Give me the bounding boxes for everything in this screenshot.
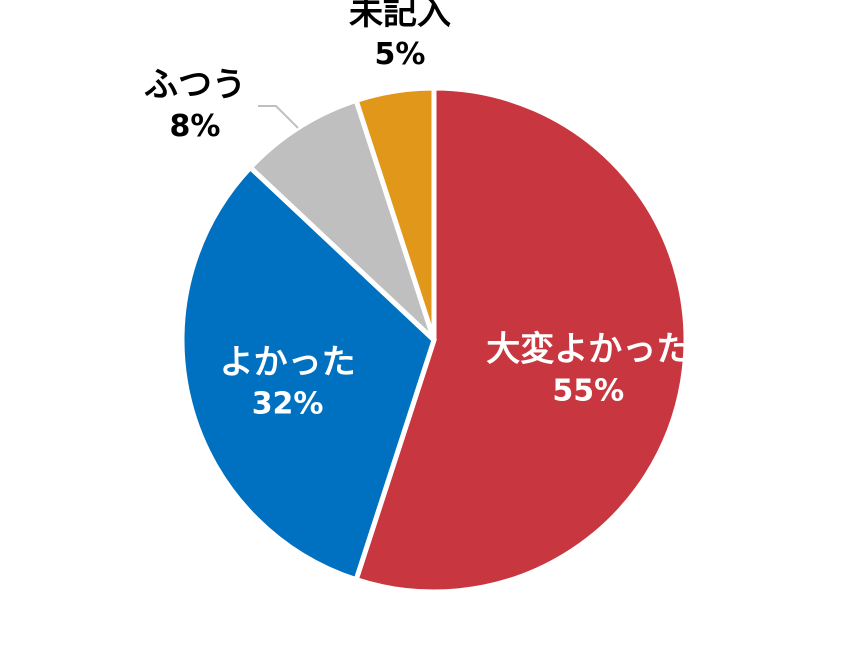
slice-label-4: 未記入	[349, 0, 451, 33]
slice-value-2: 32%	[252, 387, 324, 422]
leader-lines	[258, 105, 299, 129]
leader-line-3	[258, 105, 299, 129]
pie-slice-4	[352, 85, 437, 341]
slice-label-3: ふつう	[144, 65, 246, 105]
slice-value-1: 55%	[552, 373, 624, 408]
slice-value-3: 8%	[170, 109, 221, 144]
slice-label-2: よかった	[220, 343, 356, 383]
slice-label-1: 大変よかった	[486, 329, 690, 369]
pie-slice-3	[246, 97, 437, 342]
pie-slice-1	[352, 85, 689, 595]
pie-slices	[179, 85, 689, 595]
pie-slice-2	[179, 163, 437, 583]
slice-value-4: 5%	[375, 37, 426, 72]
slice-labels: 大変よかった 55% よかった 32% ふつう 8% 未記入 5%	[144, 0, 690, 422]
